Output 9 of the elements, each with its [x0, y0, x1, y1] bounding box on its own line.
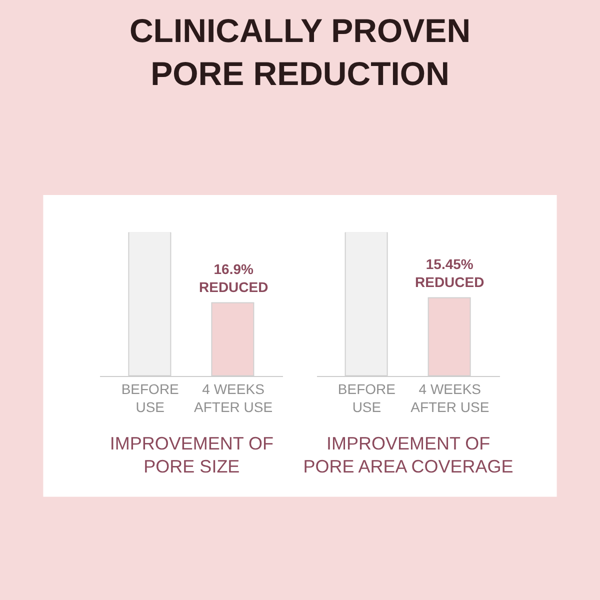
x-axis-title: IMPROVEMENT OF PORE SIZE — [110, 433, 274, 477]
x-tick-label: 4 WEEKS AFTER USE — [410, 381, 490, 416]
x-tick-label: BEFORE USE — [121, 381, 179, 416]
x-tick-label: 4 WEEKS AFTER USE — [194, 381, 273, 416]
x-axis-title: IMPROVEMENT OF PORE AREA COVERAGE — [303, 433, 514, 477]
x-tick-label: BEFORE USE — [338, 381, 396, 416]
annotation: 16.9% REDUCED — [199, 261, 268, 296]
annotation: 15.45% REDUCED — [415, 256, 484, 290]
chart-title: CLINICALLY PROVEN PORE REDUCTION — [129, 12, 471, 92]
